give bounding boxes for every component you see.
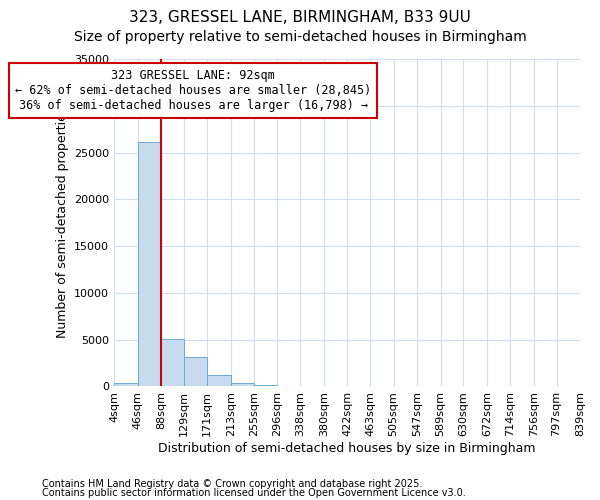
Text: Contains HM Land Registry data © Crown copyright and database right 2025.: Contains HM Land Registry data © Crown c… [42,479,422,489]
Bar [207,375,230,386]
Text: Contains public sector information licensed under the Open Government Licence v3: Contains public sector information licen… [42,488,466,498]
Text: Size of property relative to semi-detached houses in Birmingham: Size of property relative to semi-detach… [74,30,526,44]
Bar [161,338,184,386]
Y-axis label: Number of semi-detached properties: Number of semi-detached properties [56,107,68,338]
Text: 323 GRESSEL LANE: 92sqm
← 62% of semi-detached houses are smaller (28,845)
36% o: 323 GRESSEL LANE: 92sqm ← 62% of semi-de… [15,69,371,112]
Bar [137,142,161,386]
Bar [230,382,254,386]
Text: 323, GRESSEL LANE, BIRMINGHAM, B33 9UU: 323, GRESSEL LANE, BIRMINGHAM, B33 9UU [129,10,471,25]
Bar [254,385,277,386]
Bar [184,358,207,386]
X-axis label: Distribution of semi-detached houses by size in Birmingham: Distribution of semi-detached houses by … [158,442,536,455]
Bar [114,382,137,386]
